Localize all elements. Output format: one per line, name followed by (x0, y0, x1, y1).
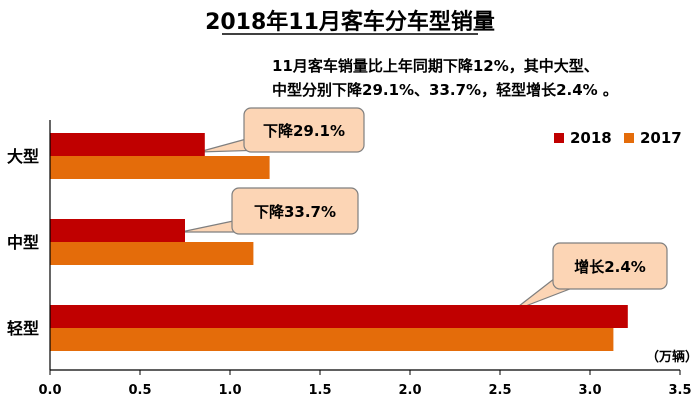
bar-2018-大型 (50, 133, 205, 156)
legend-swatch-2017 (624, 133, 634, 143)
bar-2018-中型 (50, 219, 185, 242)
x-tick-label: 3.0 (578, 383, 601, 398)
callout-box (231, 187, 359, 235)
x-tick-label: 3.5 (668, 383, 691, 398)
category-label: 大型 (7, 147, 39, 166)
x-tick-label: 0.0 (38, 383, 61, 398)
x-tick-label: 0.5 (128, 383, 151, 398)
category-label: 轻型 (7, 319, 39, 338)
subtitle-line-2: 中型分别下降29.1%、33.7%，轻型增长2.4% 。 (272, 81, 618, 99)
chart-title: 2018年11月客车分车型销量 (205, 9, 495, 35)
callout-text: 下降33.7% (254, 203, 336, 221)
callout-box (552, 242, 668, 290)
legend-label-2018: 2018 (570, 129, 612, 147)
bar-2017-大型 (50, 156, 270, 179)
callout-text: 增长2.4% (574, 258, 646, 276)
bar-2017-中型 (50, 242, 254, 265)
bar-2018-轻型 (50, 305, 628, 328)
category-label: 中型 (7, 233, 39, 252)
legend: 2018 2017 (554, 129, 682, 147)
unit-label: （万辆） (646, 349, 698, 365)
legend-swatch-2018 (554, 133, 564, 143)
subtitle-line-1: 11月客车销量比上年同期下降12%，其中大型、 (272, 57, 599, 75)
bar-2017-轻型 (50, 328, 614, 351)
callout-box (243, 107, 365, 153)
callout-seam (555, 276, 574, 286)
bars (50, 133, 628, 351)
callouts: 下降29.1% 下降33.7% 增长2.4% (180, 107, 668, 312)
callout-seam (234, 221, 253, 231)
legend-label-2017: 2017 (640, 129, 682, 147)
x-tick-label: 2.0 (398, 383, 421, 398)
x-tick-label: 1.0 (218, 383, 241, 398)
callout-seam (246, 139, 265, 149)
x-tick-label: 1.5 (308, 383, 331, 398)
x-axis: 0.0 0.5 1.0 1.5 2.0 2.5 3.0 3.5 (38, 120, 692, 398)
callout-text: 下降29.1% (263, 122, 345, 140)
x-tick-label: 2.5 (488, 383, 511, 398)
